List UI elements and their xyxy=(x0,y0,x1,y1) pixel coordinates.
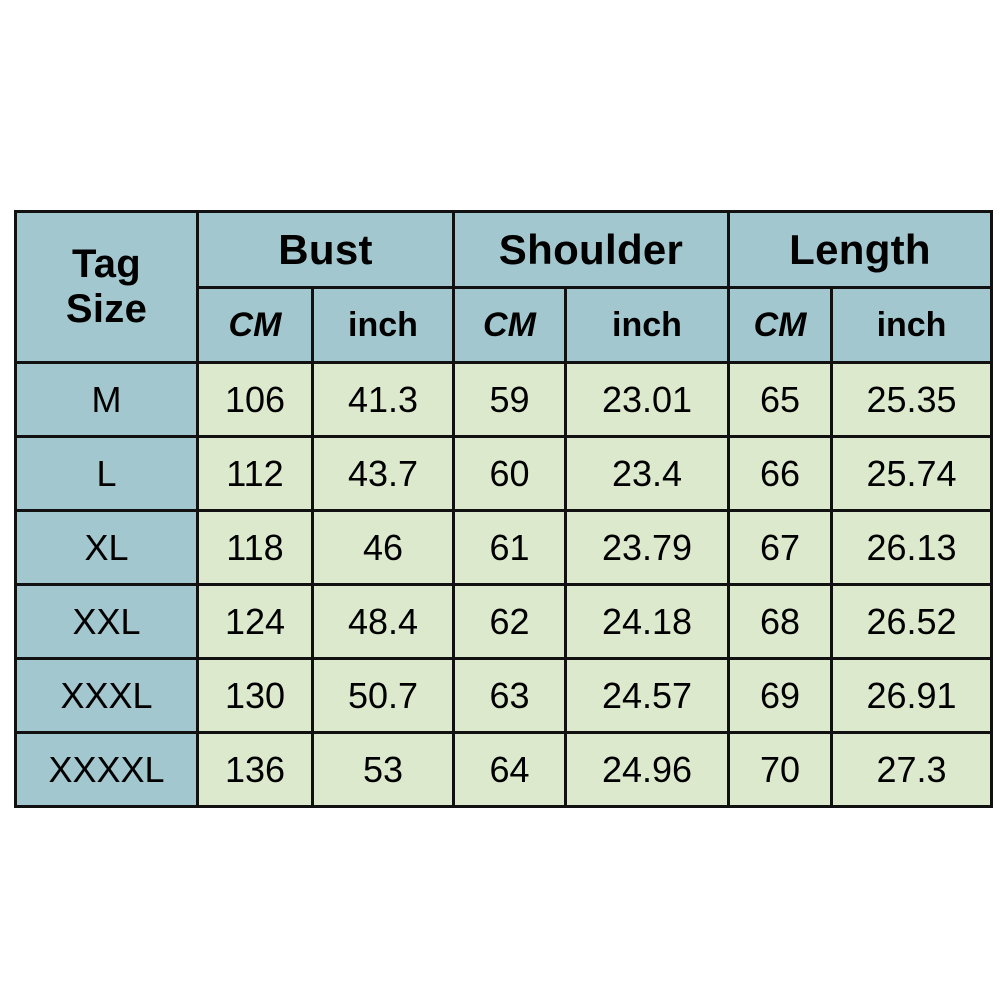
cell-length-cm: 69 xyxy=(727,657,834,734)
header-unit-row: CM inch CM inch CM inch xyxy=(16,286,994,364)
cell-length-cm: 70 xyxy=(727,731,834,808)
header-group-row: Tag Size Bust Shoulder Length xyxy=(14,210,994,364)
cell-tag-size: XL xyxy=(14,509,199,586)
size-chart-container: Tag Size Bust Shoulder Length CM inch CM… xyxy=(14,210,994,808)
cell-shoulder-inch: 23.4 xyxy=(563,435,731,512)
cell-bust-cm: 106 xyxy=(196,361,314,438)
header-tag-size-line2: Size xyxy=(65,287,148,331)
cell-shoulder-inch: 24.18 xyxy=(563,583,731,660)
header-tag-size: Tag Size xyxy=(14,210,199,364)
header-group-bust: Bust xyxy=(196,210,455,289)
cell-bust-inch: 41.3 xyxy=(311,361,455,438)
cell-length-inch: 26.52 xyxy=(830,583,994,660)
cell-bust-inch: 48.4 xyxy=(311,583,455,660)
header-group-length: Length xyxy=(727,210,994,289)
cell-bust-inch: 43.7 xyxy=(311,435,455,512)
cell-shoulder-inch: 23.79 xyxy=(563,509,731,586)
cell-shoulder-cm: 63 xyxy=(452,657,567,734)
cell-length-inch: 26.13 xyxy=(830,509,994,586)
cell-shoulder-inch: 24.96 xyxy=(563,731,731,808)
cell-length-inch: 26.91 xyxy=(830,657,994,734)
table-row: L 112 43.7 60 23.4 66 25.74 xyxy=(14,435,994,512)
cell-shoulder-inch: 24.57 xyxy=(563,657,731,734)
cell-tag-size: M xyxy=(14,361,199,438)
cell-tag-size: XXL xyxy=(14,583,199,660)
cell-bust-cm: 112 xyxy=(196,435,314,512)
cell-shoulder-inch: 23.01 xyxy=(563,361,731,438)
table-body: M 106 41.3 59 23.01 65 25.35 L 112 43.7 60 23.4 66 25… xyxy=(14,361,994,808)
table-row: XXL 124 48.4 62 24.18 68 26.52 xyxy=(14,583,994,660)
cell-bust-cm: 124 xyxy=(196,583,314,660)
table-row: XL 118 46 61 23.79 67 26.13 xyxy=(14,509,994,586)
cell-tag-size: L xyxy=(14,435,199,512)
cell-bust-inch: 46 xyxy=(311,509,455,586)
cell-shoulder-cm: 61 xyxy=(452,509,567,586)
cell-bust-inch: 53 xyxy=(311,731,455,808)
table-header: Tag Size Bust Shoulder Length CM inch CM… xyxy=(14,210,994,364)
header-unit-length-cm: CM xyxy=(727,286,834,364)
size-chart-table: Tag Size Bust Shoulder Length CM inch CM… xyxy=(14,210,994,808)
cell-length-cm: 67 xyxy=(727,509,834,586)
header-group-shoulder: Shoulder xyxy=(451,210,731,289)
cell-tag-size: XXXL xyxy=(14,657,199,734)
cell-shoulder-cm: 64 xyxy=(452,731,567,808)
header-unit-bust-cm: CM xyxy=(196,286,314,364)
cell-shoulder-cm: 59 xyxy=(452,361,567,438)
header-unit-shoulder-cm: CM xyxy=(452,286,567,364)
cell-length-cm: 68 xyxy=(727,583,834,660)
cell-bust-cm: 118 xyxy=(196,509,314,586)
cell-length-inch: 25.74 xyxy=(830,435,994,512)
cell-length-inch: 27.3 xyxy=(830,731,994,808)
cell-shoulder-cm: 60 xyxy=(452,435,567,512)
cell-shoulder-cm: 62 xyxy=(452,583,567,660)
cell-length-inch: 25.35 xyxy=(830,361,994,438)
header-unit-bust-inch: inch xyxy=(311,286,455,364)
header-unit-shoulder-inch: inch xyxy=(563,286,731,364)
cell-length-cm: 66 xyxy=(727,435,834,512)
header-tag-size-line1: Tag xyxy=(71,242,142,287)
cell-bust-cm: 136 xyxy=(196,731,314,808)
cell-bust-inch: 50.7 xyxy=(311,657,455,734)
cell-bust-cm: 130 xyxy=(196,657,314,734)
header-unit-length-inch: inch xyxy=(830,286,994,364)
cell-length-cm: 65 xyxy=(727,361,834,438)
table-row: XXXXL 136 53 64 24.96 70 27.3 xyxy=(14,731,994,808)
cell-tag-size: XXXXL xyxy=(14,731,199,808)
table-row: XXXL 130 50.7 63 24.57 69 26.91 xyxy=(14,657,994,734)
table-row: M 106 41.3 59 23.01 65 25.35 xyxy=(14,361,994,438)
